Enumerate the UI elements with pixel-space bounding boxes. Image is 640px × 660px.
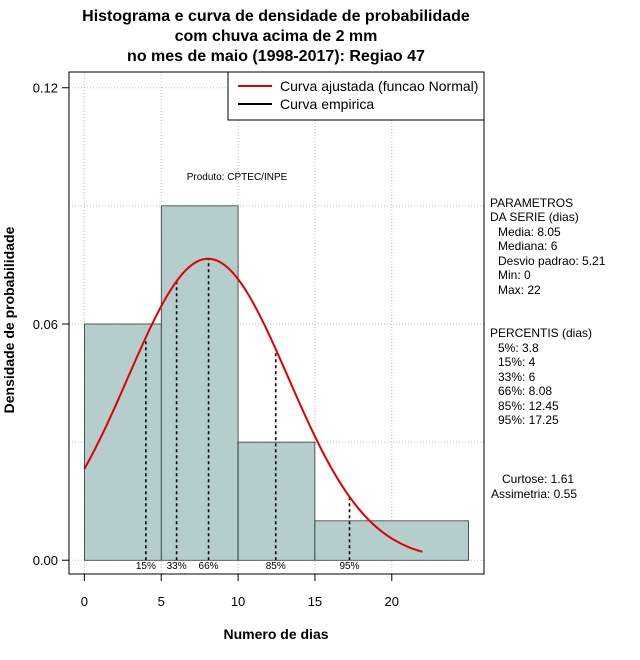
y-axis: 0.00 0.06 0.12 bbox=[33, 81, 69, 568]
y-tick-label-0: 0.00 bbox=[33, 553, 58, 568]
x-tick-label-2: 10 bbox=[231, 594, 245, 609]
histogram-bars bbox=[84, 205, 469, 561]
perc-15: 15%: 4 bbox=[498, 355, 536, 369]
perc-title: PERCENTIS (dias) bbox=[490, 326, 592, 340]
x-tick-label-3: 15 bbox=[308, 594, 322, 609]
x-axis-title: Numero de dias bbox=[223, 626, 328, 642]
fitted-normal-curve bbox=[83, 257, 423, 553]
x-tick-label-0: 0 bbox=[81, 594, 88, 609]
perc-33: 33%: 6 bbox=[498, 370, 536, 384]
chart-title-line-3: no mes de maio (1998-2017): Regiao 47 bbox=[127, 48, 425, 65]
percentile-label-0: 15% bbox=[136, 561, 156, 572]
percentile-label-4: 95% bbox=[340, 561, 360, 572]
perc-5: 5%: 3.8 bbox=[498, 341, 539, 355]
legend-box bbox=[227, 71, 485, 121]
perc-66: 66%: 8.08 bbox=[498, 384, 552, 398]
param-median: Mediana: 6 bbox=[498, 239, 558, 253]
histogram-bar-3 bbox=[314, 520, 469, 561]
percentile-label-2: 66% bbox=[199, 561, 219, 572]
param-sd: Desvio padrao: 5.21 bbox=[498, 254, 606, 268]
percentile-label-1: 33% bbox=[167, 561, 187, 572]
histogram-bar-0 bbox=[84, 323, 162, 561]
param-title-1: PARAMETROS bbox=[490, 196, 573, 210]
percentile-lines: 15% 33% 66% 85% 95% bbox=[136, 258, 360, 572]
source-note: Produto: CPTEC/INPE bbox=[187, 172, 288, 183]
x-tick-label-1: 5 bbox=[158, 594, 165, 609]
perc-85: 85%: 12.45 bbox=[498, 399, 559, 413]
y-axis-title: Densidade de probabilidade bbox=[1, 226, 17, 413]
perc-95: 95%: 17.25 bbox=[498, 413, 559, 427]
x-tick-label-4: 20 bbox=[385, 594, 399, 609]
legend-empirical-label: Curva empirica bbox=[280, 96, 374, 112]
param-title-2: DA SERIE (dias) bbox=[490, 210, 579, 224]
param-min: Min: 0 bbox=[498, 268, 531, 282]
y-tick-label-1: 0.06 bbox=[33, 317, 58, 332]
x-axis: 0 5 10 15 20 bbox=[81, 573, 399, 609]
param-max: Max: 22 bbox=[498, 283, 541, 297]
percentile-label-3: 85% bbox=[266, 561, 286, 572]
assimetria: Assimetria: 0.55 bbox=[491, 487, 577, 501]
param-mean: Media: 8.05 bbox=[498, 225, 561, 239]
curtose: Curtose: 1.61 bbox=[502, 472, 574, 486]
histogram-bar-1 bbox=[160, 205, 239, 561]
legend-fitted-label: Curva ajustada (funcao Normal) bbox=[280, 78, 478, 94]
histogram-bar-2 bbox=[237, 441, 316, 561]
side-panel: PARAMETROS DA SERIE (dias) Media: 8.05 M… bbox=[490, 196, 606, 501]
chart-title-line-2: com chuva acima de 2 mm bbox=[175, 28, 378, 45]
legend: Curva ajustada (funcao Normal) Curva emp… bbox=[227, 71, 485, 121]
chart-title-line-1: Histograma e curva de densidade de proba… bbox=[82, 8, 470, 25]
y-tick-label-2: 0.12 bbox=[33, 81, 58, 96]
